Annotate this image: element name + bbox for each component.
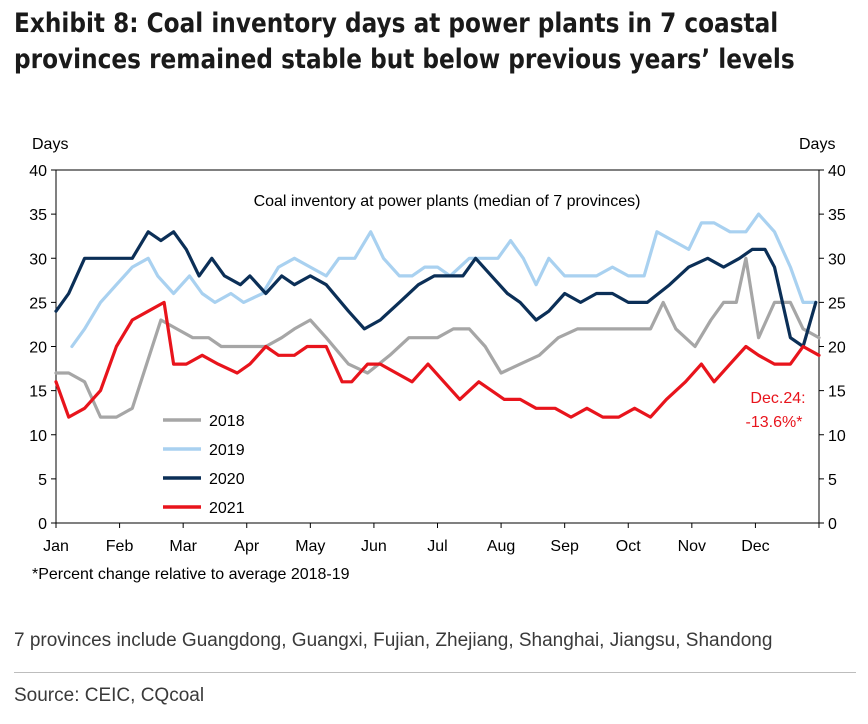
x-tick-label: Nov: [678, 538, 706, 555]
inner-chart-title: Coal inventory at power plants (median o…: [254, 193, 641, 210]
y-tick-label-right: 40: [828, 163, 846, 180]
x-tick-label: May: [295, 538, 325, 555]
exhibit-title-line1: Exhibit 8: Coal inventory days at power …: [14, 8, 779, 39]
coal-inventory-chart: Days Days 0 5 10 15 20 25 30 35 40 0 5 10 15 20 25 30 3…: [29, 136, 846, 583]
y-tick-label-right: 0: [828, 516, 837, 533]
y-tick-label-left: 10: [29, 428, 47, 445]
y-tick-label-right: 20: [828, 340, 846, 357]
y-tick-label-left: 30: [29, 251, 47, 268]
x-tick-label: Dec: [741, 538, 769, 555]
x-tick-label: Jan: [43, 538, 69, 555]
x-tick-label: Sep: [550, 538, 579, 555]
y-tick-label-right: 15: [828, 384, 846, 401]
x-tick-label: Oct: [616, 538, 641, 555]
series-line-2020: [54, 230, 818, 349]
exhibit-title-line2: provinces remained stable but below prev…: [14, 44, 795, 75]
y-tick-label-left: 25: [29, 295, 47, 312]
y-tick-label-right: 35: [828, 207, 846, 224]
source-note: Source: CEIC, CQcoal: [14, 685, 205, 706]
provinces-footnote: 7 provinces include Guangdong, Guangxi, …: [14, 630, 773, 651]
y-tick-label-left: 35: [29, 207, 47, 224]
y-tick-label-left: 20: [29, 340, 47, 357]
y-tick-label-left: 0: [38, 516, 47, 533]
y-tick-label-left: 40: [29, 163, 47, 180]
legend-label-2019: 2019: [209, 442, 245, 459]
y-tick-label-right: 30: [828, 251, 846, 268]
divider: [14, 672, 856, 673]
y-tick-label-left: 5: [38, 472, 47, 489]
y-tick-label-right: 5: [828, 472, 837, 489]
x-tick-label: Feb: [106, 538, 134, 555]
exhibit-title: Exhibit 8: Coal inventory days at power …: [14, 6, 795, 78]
y-axis-label-right: Days: [799, 136, 835, 153]
annotation-line1: Dec.24:: [750, 390, 805, 407]
legend-label-2018: 2018: [209, 413, 245, 430]
y-tick-label-left: 15: [29, 384, 47, 401]
x-tick-label: Aug: [487, 538, 515, 555]
plot-area: [55, 169, 820, 524]
legend-label-2021: 2021: [209, 500, 245, 517]
chart-footnote: *Percent change relative to average 2018…: [32, 566, 350, 583]
x-tick-label: Jul: [427, 538, 447, 555]
y-axis-label-left: Days: [32, 136, 68, 153]
x-tick-label: Mar: [169, 538, 197, 555]
series-line-2018: [54, 256, 821, 419]
y-tick-label-right: 10: [828, 428, 846, 445]
x-tick-label: Apr: [234, 538, 260, 555]
legend-label-2020: 2020: [209, 471, 245, 488]
x-tick-label: Jun: [361, 538, 387, 555]
series-line-2019: [70, 212, 818, 349]
y-tick-label-right: 25: [828, 295, 846, 312]
annotation-line2: -13.6%*: [746, 414, 803, 431]
series-line-2021: [54, 300, 821, 419]
